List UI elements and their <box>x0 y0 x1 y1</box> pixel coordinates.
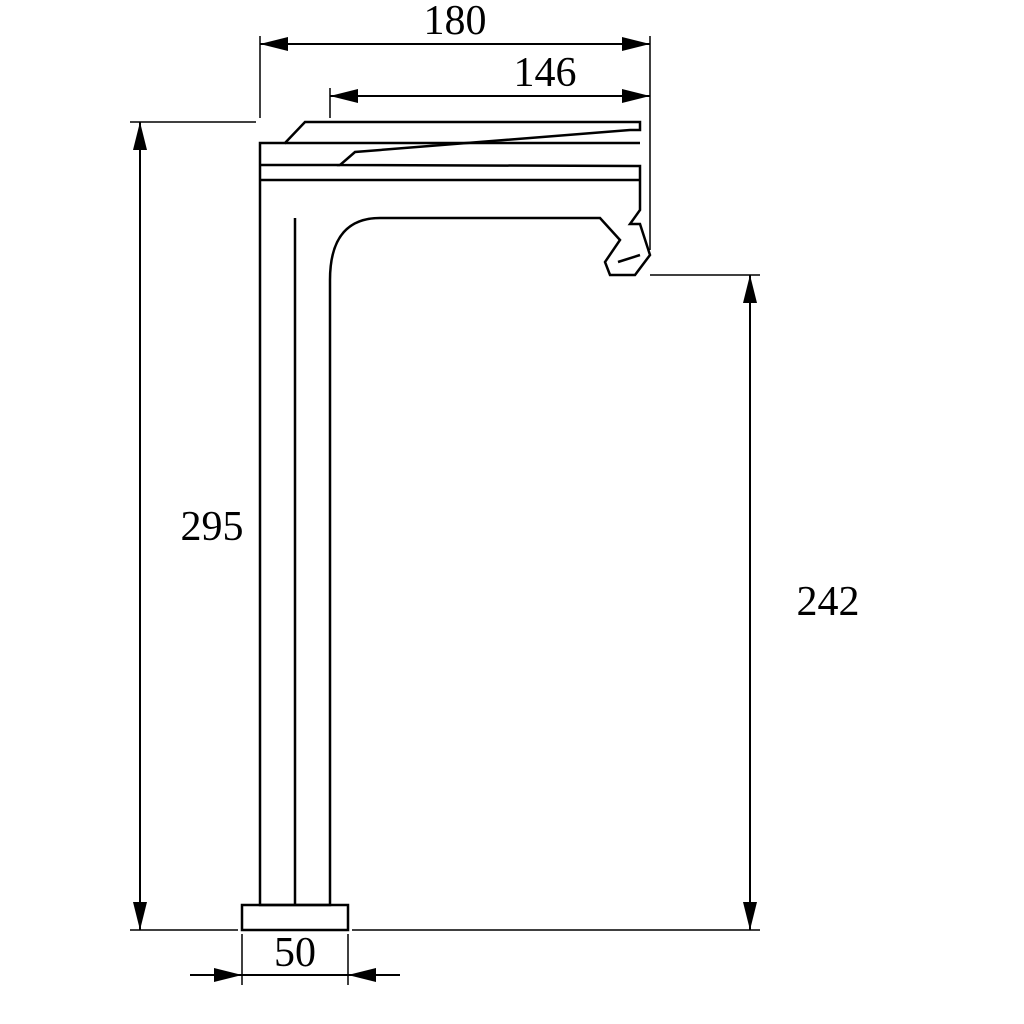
dim-label-handle-reach: 146 <box>514 50 577 96</box>
faucet-outline <box>242 122 650 930</box>
dimension-base-width: 50 <box>190 930 400 985</box>
dimension-spout-height: 242 <box>352 275 860 930</box>
dimension-overall-height: 295 <box>130 122 256 930</box>
dim-label-spout-height: 242 <box>797 579 860 625</box>
technical-drawing: 180 146 295 242 <box>0 0 1024 1024</box>
dim-label-overall-height: 295 <box>181 504 244 550</box>
dimension-overall-width: 180 <box>260 0 650 250</box>
dim-label-overall-width: 180 <box>424 0 487 44</box>
dim-label-base-width: 50 <box>274 930 316 976</box>
dimension-handle-reach: 146 <box>330 50 650 118</box>
